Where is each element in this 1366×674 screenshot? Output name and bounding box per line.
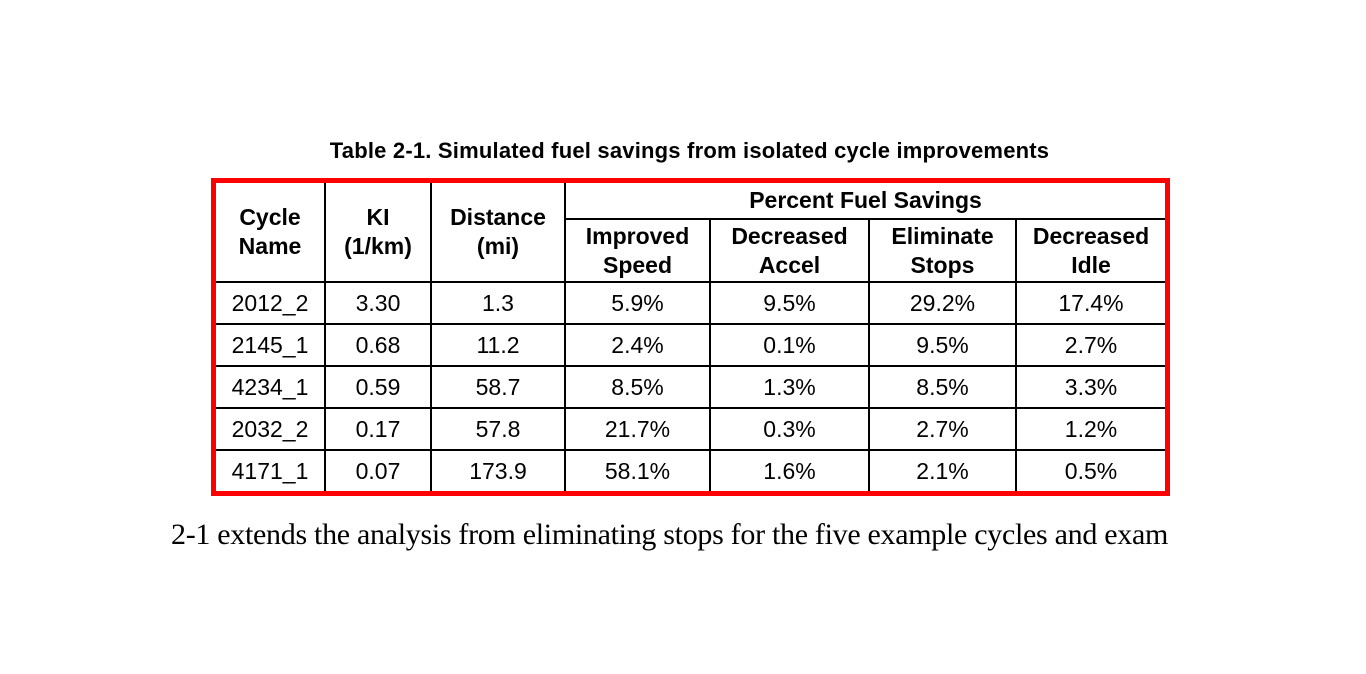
- cell-cycle-name: 2012_2: [215, 281, 326, 325]
- cell-ki: 3.30: [324, 281, 432, 325]
- table-row: 4171_1 0.07 173.9 58.1% 1.6% 2.1% 0.5%: [215, 449, 1167, 492]
- cell-decreased-accel: 1.3%: [709, 365, 870, 409]
- cell-ki: 0.68: [324, 323, 432, 367]
- cell-distance: 173.9: [430, 449, 566, 492]
- cell-eliminate-stops: 29.2%: [868, 281, 1017, 325]
- column-header-ki: KI (1/km): [324, 182, 432, 283]
- cell-eliminate-stops: 8.5%: [868, 365, 1017, 409]
- cell-distance: 11.2: [430, 323, 566, 367]
- cell-cycle-name: 2145_1: [215, 323, 326, 367]
- column-header-eliminate-stops: Eliminate Stops: [868, 218, 1017, 283]
- cell-improved-speed: 8.5%: [564, 365, 711, 409]
- cell-distance: 1.3: [430, 281, 566, 325]
- body-text: 2-1 extends the analysis from eliminatin…: [171, 518, 1168, 551]
- column-group-header-percent-fuel-savings: Percent Fuel Savings: [563, 182, 1167, 220]
- header-row-group: Cycle Name KI (1/km) Distance (mi) Perce…: [215, 182, 1167, 283]
- column-header-decreased-idle: Decreased Idle: [1014, 218, 1167, 283]
- cell-distance: 57.8: [430, 407, 566, 451]
- cell-ki: 0.17: [324, 407, 432, 451]
- cell-decreased-idle: 2.7%: [1014, 323, 1167, 367]
- cell-ki: 0.07: [324, 449, 432, 492]
- header-row-sub: Improved Speed Decreased Accel Eliminate…: [216, 218, 1167, 283]
- cell-improved-speed: 2.4%: [564, 323, 711, 367]
- fuel-savings-table: Cycle Name KI (1/km) Distance (mi) Perce…: [211, 178, 1171, 496]
- fuel-savings-table-grid: Cycle Name KI (1/km) Distance (mi) Perce…: [215, 182, 1167, 492]
- cell-cycle-name: 4234_1: [215, 365, 326, 409]
- table-row: 2032_2 0.17 57.8 21.7% 0.3% 2.7% 1.2%: [215, 407, 1167, 451]
- cell-decreased-accel: 0.1%: [709, 323, 870, 367]
- table-caption: Table 2-1. Simulated fuel savings from i…: [329, 138, 1050, 163]
- cell-eliminate-stops: 2.1%: [868, 449, 1017, 492]
- cell-improved-speed: 5.9%: [564, 281, 711, 325]
- cell-decreased-idle: 17.4%: [1014, 281, 1167, 325]
- column-header-distance: Distance (mi): [430, 182, 566, 283]
- cell-ki: 0.59: [324, 365, 432, 409]
- cell-decreased-accel: 0.3%: [709, 407, 870, 451]
- cell-decreased-accel: 9.5%: [709, 281, 870, 325]
- cell-cycle-name: 2032_2: [215, 407, 326, 451]
- cell-decreased-idle: 0.5%: [1014, 449, 1167, 492]
- cell-eliminate-stops: 9.5%: [868, 323, 1017, 367]
- cell-decreased-idle: 1.2%: [1014, 407, 1167, 451]
- table-row: 2145_1 0.68 11.2 2.4% 0.1% 9.5% 2.7%: [215, 323, 1167, 367]
- cell-improved-speed: 58.1%: [564, 449, 711, 492]
- cell-distance: 58.7: [430, 365, 566, 409]
- column-header-decreased-accel: Decreased Accel: [709, 218, 870, 283]
- cell-decreased-accel: 1.6%: [709, 449, 870, 492]
- cell-improved-speed: 21.7%: [564, 407, 711, 451]
- column-header-cycle-name: Cycle Name: [215, 182, 326, 283]
- cell-eliminate-stops: 2.7%: [868, 407, 1017, 451]
- cell-cycle-name: 4171_1: [215, 449, 326, 492]
- table-row: 2012_2 3.30 1.3 5.9% 9.5% 29.2% 17.4%: [215, 281, 1167, 325]
- cell-decreased-idle: 3.3%: [1014, 365, 1167, 409]
- table-row: 4234_1 0.59 58.7 8.5% 1.3% 8.5% 3.3%: [215, 365, 1167, 409]
- column-header-improved-speed: Improved Speed: [564, 218, 711, 283]
